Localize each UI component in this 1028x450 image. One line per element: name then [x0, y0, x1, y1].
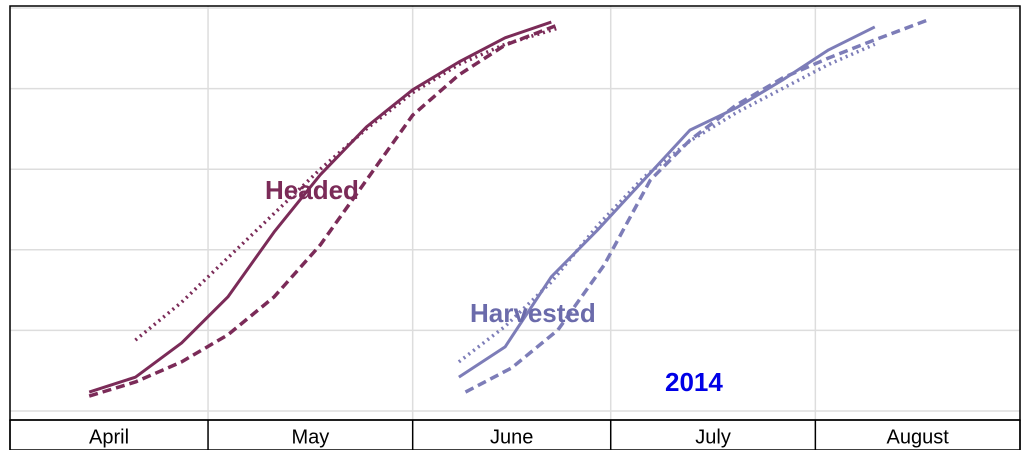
annotation: 2014	[665, 367, 723, 397]
month-labels: April May June July August	[9, 420, 1021, 450]
lines	[88, 18, 929, 398]
month-label: April	[89, 426, 129, 448]
month-label: May	[291, 426, 329, 448]
series-line	[88, 23, 559, 398]
series-line	[458, 25, 876, 379]
series-line	[457, 42, 876, 364]
month-label: June	[490, 426, 533, 448]
series-line	[88, 20, 552, 394]
series-line	[134, 26, 559, 342]
annotations: Headed Harvested 2014	[265, 175, 723, 397]
month-label: July	[695, 426, 731, 448]
series-line	[464, 18, 929, 394]
annotation: Headed	[265, 175, 359, 205]
month-label: August	[887, 426, 950, 448]
annotation: Harvested	[470, 298, 596, 328]
